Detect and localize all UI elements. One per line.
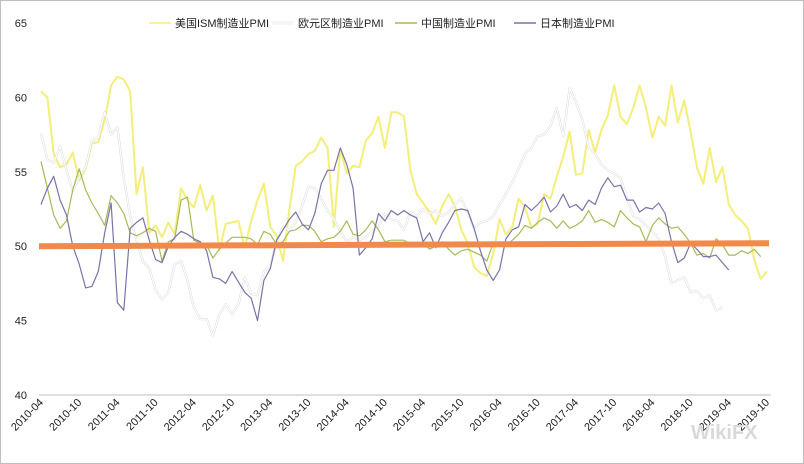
series-line-0 — [40, 75, 768, 280]
x-tick-label: 2012-04 — [162, 397, 199, 434]
x-tick-label: 2016-10 — [506, 397, 543, 434]
y-tick-label: 65 — [15, 18, 27, 30]
x-tick-label: 2017-04 — [544, 397, 581, 434]
reference-line-50 — [38, 240, 770, 250]
x-tick-label: 2014-10 — [353, 397, 390, 434]
legend-label-1: 欧元区制造业PMI — [298, 16, 384, 30]
y-axis: 40 45 50 55 60 65 — [15, 18, 27, 402]
legend-label-2: 中国制造业PMI — [421, 16, 496, 30]
series-lines — [39, 75, 768, 337]
y-tick-label: 40 — [15, 390, 27, 402]
x-tick-label: 2011-04 — [86, 397, 122, 433]
y-tick-label: 55 — [15, 167, 27, 179]
series-line-3 — [40, 147, 730, 322]
watermark-text: WikiFX — [691, 422, 758, 444]
x-tick-label: 2015-04 — [391, 397, 428, 434]
y-tick-label: 45 — [15, 316, 27, 328]
legend-label-0: 美国ISM制造业PMI — [175, 16, 269, 30]
x-tick-label: 2013-10 — [277, 397, 314, 434]
y-tick-label: 50 — [15, 241, 27, 253]
legend: 美国ISM制造业PMI 欧元区制造业PMI 中国制造业PMI 日本制造业PMI — [149, 16, 615, 30]
series-line-1 — [40, 87, 723, 337]
x-tick-label: 2015-10 — [429, 397, 466, 434]
x-tick-label: 2011-10 — [124, 397, 160, 433]
x-axis: 2010-04 2010-10 2011-04 2011-10 2012-04 2012-… — [9, 394, 772, 434]
x-tick-label: 2017-10 — [582, 397, 619, 434]
series-line-2 — [40, 161, 762, 262]
x-tick-label: 2010-04 — [9, 397, 46, 434]
x-tick-label: 2013-04 — [238, 397, 275, 434]
x-tick-label: 2018-04 — [620, 397, 657, 434]
x-tick-label: 2016-04 — [468, 397, 505, 434]
y-tick-label: 60 — [15, 92, 27, 104]
legend-label-3: 日本制造业PMI — [540, 16, 615, 30]
x-tick-label: 2012-10 — [200, 397, 237, 434]
x-tick-label: 2010-10 — [47, 397, 84, 434]
x-tick-label: 2014-04 — [315, 397, 352, 434]
